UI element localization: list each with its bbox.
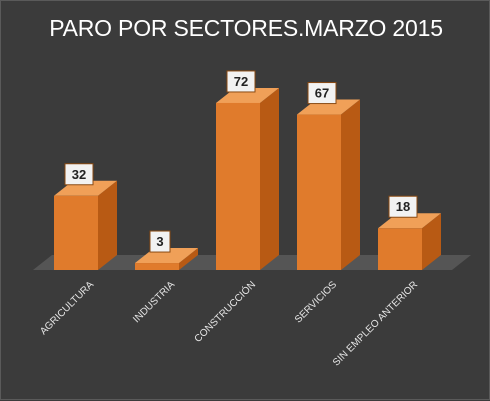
bar-5	[378, 213, 441, 270]
bar-3	[216, 87, 279, 271]
bar-front	[135, 263, 179, 270]
category-label-2: INDUSTRIA	[131, 279, 177, 325]
data-label-text: 32	[72, 167, 86, 182]
category-label-4: SERVICIOS	[293, 279, 339, 325]
data-label-box	[64, 163, 94, 186]
bar-1	[54, 180, 117, 270]
category-label-3: CONSTRUCCIÓN	[191, 278, 258, 345]
data-label-5: 18	[388, 195, 418, 218]
data-label-2: 3	[149, 230, 171, 253]
bar-front	[297, 114, 341, 270]
category-label-1: AGRICULTURA	[38, 279, 96, 337]
data-label-box	[149, 230, 171, 253]
bar-side	[179, 248, 198, 270]
data-label-text: 18	[396, 199, 410, 214]
bar-side	[98, 180, 117, 270]
bar-front	[54, 195, 98, 270]
data-label-4: 67	[307, 82, 337, 105]
bar-front	[378, 228, 422, 270]
data-label-box	[388, 195, 418, 218]
data-label-text: 3	[156, 234, 163, 249]
bar-side	[260, 87, 279, 271]
data-label-text: 72	[234, 74, 248, 89]
data-label-3: 72	[226, 70, 256, 93]
data-label-box	[226, 70, 256, 93]
category-label-5: SIN EMPLEO ANTERIOR	[331, 279, 420, 368]
bar-4	[297, 99, 360, 270]
bar-side	[341, 99, 360, 270]
bar-front	[216, 102, 260, 271]
bar-side	[422, 213, 441, 270]
chart-title: PARO POR SECTORES.MARZO 2015	[49, 15, 443, 41]
data-label-1: 32	[64, 163, 94, 186]
data-label-box	[307, 82, 337, 105]
data-label-text: 67	[315, 86, 329, 101]
